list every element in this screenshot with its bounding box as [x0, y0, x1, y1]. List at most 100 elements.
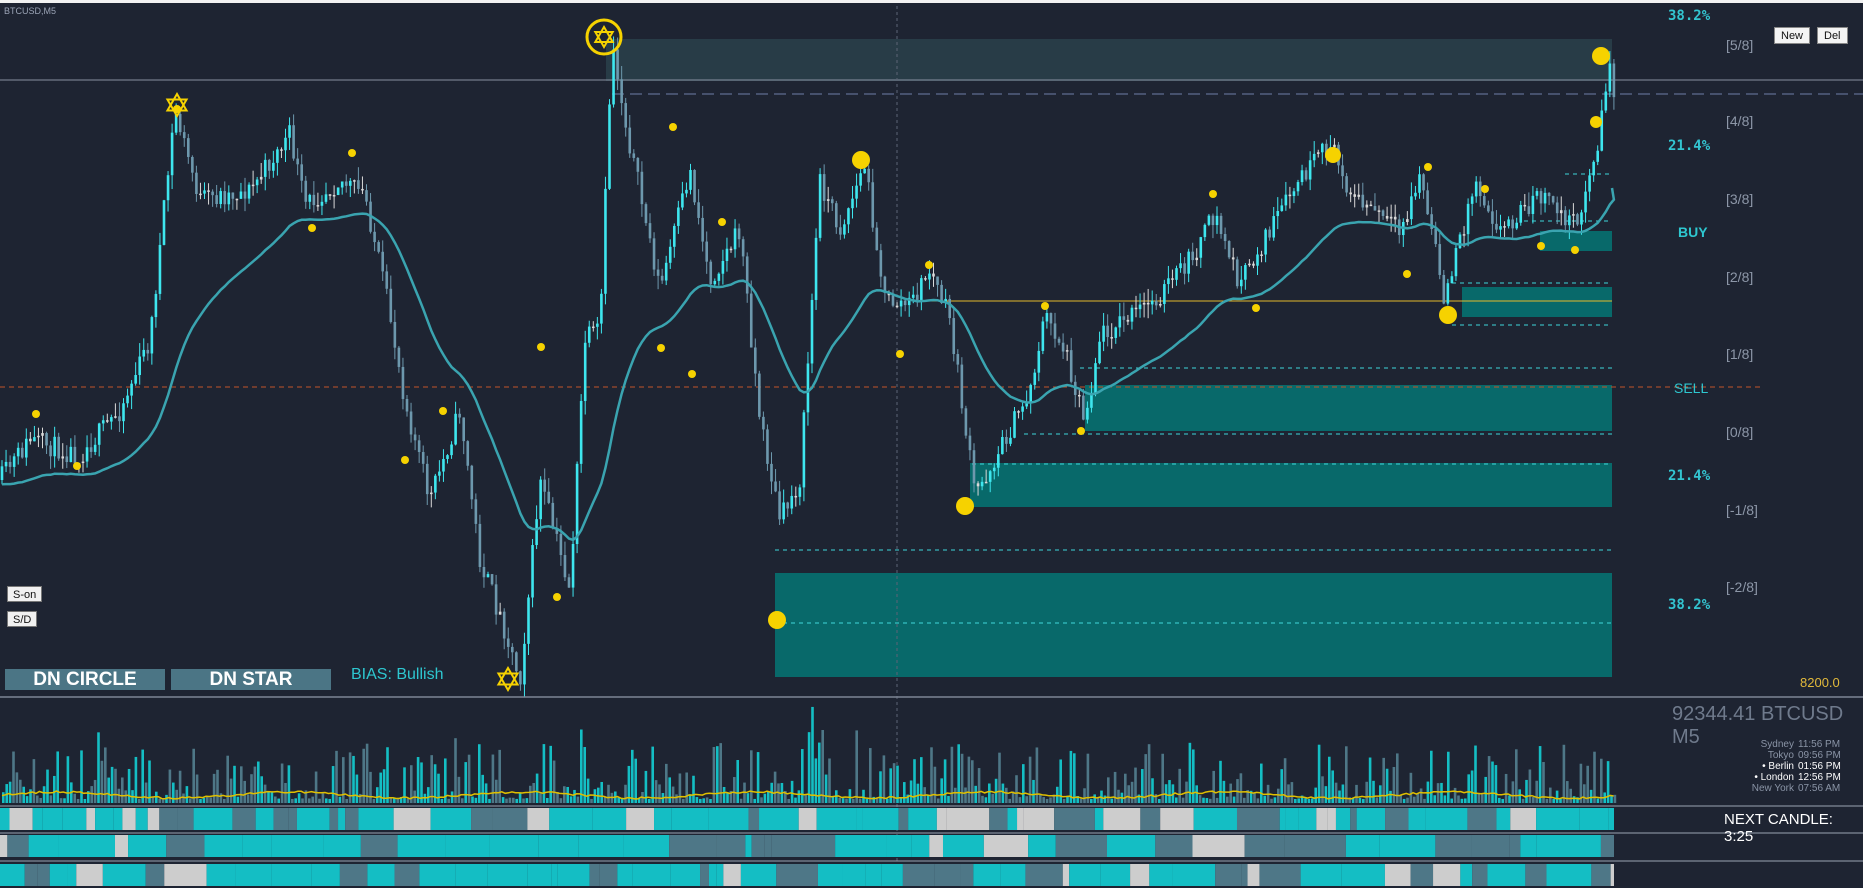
trend-strip-segment	[1520, 835, 1537, 857]
candle-body	[774, 481, 777, 492]
trend-strip-segment	[1509, 835, 1521, 857]
s-on-button[interactable]: S-on	[7, 586, 43, 602]
trend-strip-segment	[934, 864, 961, 886]
volume-bar	[954, 787, 957, 803]
trend-strip-segment	[798, 808, 817, 830]
volume-bar	[1416, 793, 1419, 803]
trend-strip-segment	[489, 835, 539, 857]
star-icon	[593, 25, 615, 43]
trend-strip-segment	[445, 835, 490, 857]
trend-strip-segment	[1546, 864, 1592, 886]
candle-body	[519, 671, 522, 685]
trend-strip-segment	[617, 864, 633, 886]
new-button[interactable]: New	[1774, 27, 1811, 44]
volume-bar	[1606, 761, 1610, 803]
volume-bar	[1593, 751, 1596, 803]
candle-body	[296, 158, 299, 165]
candle-body	[1393, 216, 1397, 220]
volume-bar	[110, 766, 114, 803]
volume-bar	[855, 730, 858, 803]
volume-bar	[512, 797, 515, 803]
trend-strip-segment	[835, 835, 887, 857]
volume-bar	[1317, 744, 1321, 803]
candle-body	[1568, 215, 1571, 226]
candle-body	[357, 180, 360, 189]
candle-body	[146, 349, 150, 354]
trend-strip-segment	[271, 835, 324, 857]
swing-marker	[1590, 116, 1602, 128]
s-d-button[interactable]: S/D	[7, 611, 38, 627]
swing-marker	[553, 593, 561, 601]
volume-bar	[556, 791, 559, 803]
trend-strip-segment	[113, 808, 123, 830]
candle-body	[1284, 194, 1288, 206]
swing-marker	[1077, 427, 1085, 435]
volume-bar	[586, 778, 590, 803]
delete-button[interactable]: Del	[1817, 27, 1848, 44]
candle-body	[608, 104, 611, 189]
volume-bar	[355, 774, 359, 803]
volume-bar	[39, 797, 42, 803]
swing-marker	[688, 370, 696, 378]
candle-body	[567, 577, 571, 588]
candle-body	[713, 280, 717, 285]
volume-bar	[1018, 797, 1022, 803]
trend-strip-segment	[1000, 864, 1026, 886]
candle-body	[223, 191, 227, 205]
candle-body	[308, 194, 312, 202]
volume-bar	[1409, 772, 1413, 803]
volume-bar	[899, 798, 903, 803]
volume-bar	[257, 761, 260, 803]
candle-body	[511, 646, 514, 653]
volume-bar	[648, 798, 651, 803]
volume-bar	[814, 758, 818, 803]
volume-bar	[1202, 797, 1205, 803]
candle-body	[1341, 165, 1344, 177]
volume-bar	[590, 798, 593, 803]
candle-body	[1349, 192, 1352, 195]
star-icon	[496, 672, 520, 692]
candle-body	[1604, 91, 1608, 111]
volume-bar	[957, 744, 960, 803]
volume-bar	[981, 795, 984, 803]
volume-bar	[1226, 796, 1229, 803]
candle-body	[442, 458, 445, 472]
candle-body	[255, 179, 259, 186]
volume-bar	[1470, 770, 1474, 803]
volume-bar	[1158, 798, 1161, 803]
candle-body	[207, 190, 210, 192]
candle-body	[284, 137, 287, 151]
trend-strip-segment	[989, 808, 1008, 830]
candle-body	[272, 162, 275, 171]
trend-strip-segment	[49, 864, 68, 886]
volume-bar	[63, 798, 66, 803]
volume-bar	[1491, 761, 1494, 803]
candle-body	[1410, 196, 1413, 220]
volume-bar	[1436, 783, 1440, 803]
volume-bar	[1307, 798, 1311, 803]
trend-strip-segment	[394, 864, 420, 886]
trend-strip-segment	[1433, 864, 1461, 886]
volume-bar	[1280, 769, 1283, 803]
murrey-level-label: [-1/8]	[1726, 502, 1758, 518]
candle-body	[932, 273, 935, 277]
candle-body	[397, 347, 401, 367]
candle-body	[928, 273, 931, 280]
volume-bar	[29, 789, 32, 803]
volume-bar	[651, 746, 654, 803]
candle-body	[685, 189, 688, 194]
trend-strip-segment	[946, 808, 990, 830]
volume-bar	[784, 790, 787, 803]
volume-bar	[1059, 759, 1062, 803]
candle-body	[790, 495, 794, 509]
candle-body	[1588, 175, 1591, 192]
volume-bar	[702, 798, 705, 803]
trend-strip-segment	[1215, 864, 1242, 886]
candle-body	[251, 184, 255, 187]
candle-body	[762, 416, 765, 430]
trend-strip-segment	[255, 808, 274, 830]
volume-bar	[223, 798, 226, 803]
trend-strip-segment	[273, 808, 289, 830]
volume-bar	[1501, 798, 1504, 803]
